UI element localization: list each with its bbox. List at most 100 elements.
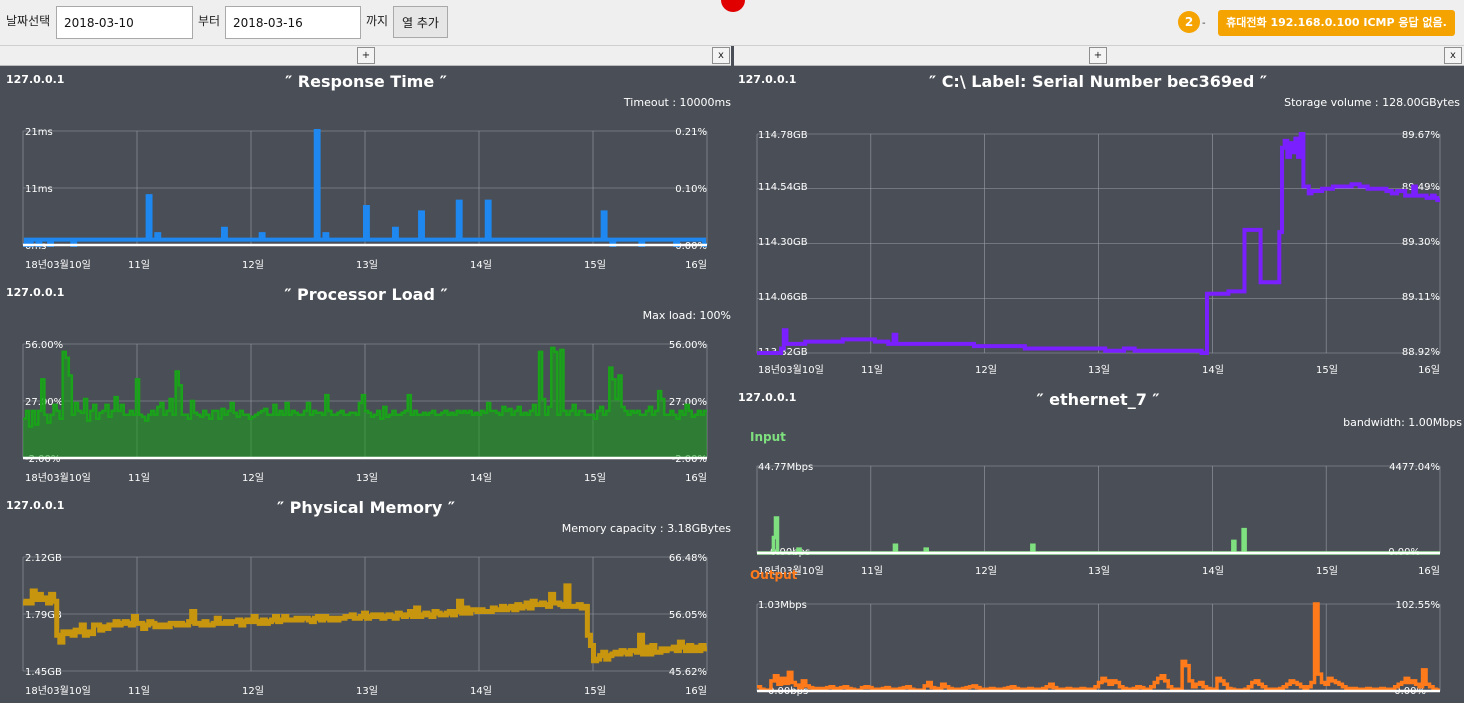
physical-memory-line — [23, 583, 707, 664]
disk-x-labels: 18년03월10일 11일 12일 13일 14일 15일 16일 — [758, 364, 1440, 376]
processor-load-yr-bottom: -2.00% — [672, 454, 707, 465]
disk-title: ″ C:\ Label: Serial Number bec369ed ″ — [929, 72, 1267, 91]
processor-load-line — [23, 346, 707, 428]
network-in-y-top: 44.77Mbps — [758, 462, 813, 473]
add-column-button[interactable]: 열 추가 — [393, 6, 448, 38]
network-output-grid — [756, 603, 1441, 692]
disk-y-2: 114.30GB — [758, 237, 808, 248]
response-time-yr-mid: 0.10% — [675, 184, 707, 195]
processor-load-y-bottom: -2.00% — [25, 454, 60, 465]
x-label: 15일 — [1316, 565, 1338, 577]
from-label: 부터 — [198, 14, 221, 28]
network-host: 127.0.0.1 — [738, 391, 796, 404]
response-time-x-labels: 18년03월10일 11일 12일 13일 14일 15일 16일 — [25, 259, 707, 271]
x-label: 18년03월10일 — [25, 472, 91, 484]
x-label: 12일 — [242, 259, 264, 271]
x-label: 14일 — [1202, 364, 1224, 376]
x-label: 13일 — [1088, 364, 1110, 376]
alert-separator: - — [1202, 18, 1206, 29]
disk-yr-3: 89.11% — [1402, 292, 1440, 303]
x-label: 18년03월10일 — [25, 259, 91, 271]
x-label: 15일 — [584, 259, 606, 271]
x-label: 11일 — [128, 472, 150, 484]
x-label: 11일 — [128, 685, 150, 697]
x-label: 16일 — [1418, 364, 1440, 376]
disk-grid — [756, 133, 1441, 354]
physical-memory-subtitle: Memory capacity : 3.18GBytes — [562, 522, 732, 535]
x-label: 16일 — [685, 259, 707, 271]
physical-memory-y-top: 2.12GB — [25, 553, 62, 564]
until-label: 까지 — [366, 14, 389, 28]
physical-memory-y-bottom: 1.45GB — [25, 667, 62, 678]
physical-memory-x-labels: 18년03월10일 11일 12일 13일 14일 15일 16일 — [25, 685, 707, 697]
x-label: 11일 — [128, 259, 150, 271]
x-label: 16일 — [685, 472, 707, 484]
right-panel-controls: + x — [734, 46, 1464, 66]
x-label: 11일 — [861, 364, 883, 376]
x-label: 11일 — [861, 565, 883, 577]
disk-yr-0: 89.67% — [1402, 130, 1440, 141]
physical-memory-title: ″ Physical Memory ″ — [277, 498, 455, 517]
network-output-line — [757, 602, 1440, 692]
recording-indicator — [721, 0, 745, 12]
date-select-label: 날짜선택 — [6, 14, 51, 28]
response-time-line — [23, 129, 707, 247]
right-close-button[interactable]: x — [1444, 47, 1462, 64]
left-panel-controls: + x — [0, 46, 731, 66]
processor-load-y-top: 56.00% — [25, 340, 63, 351]
x-label: 13일 — [356, 685, 378, 697]
processor-load-x-labels: 18년03월10일 11일 12일 13일 14일 15일 16일 — [25, 472, 707, 484]
x-label: 18년03월10일 — [758, 364, 824, 376]
network-output-label: Output — [750, 568, 798, 582]
x-label: 14일 — [470, 685, 492, 697]
response-time-subtitle: Timeout : 10000ms — [623, 96, 731, 109]
disk-y-0: 114.78GB — [758, 130, 808, 141]
response-time-y-mid: 11ms — [25, 184, 53, 195]
x-label: 12일 — [242, 472, 264, 484]
x-label: 12일 — [242, 685, 264, 697]
x-label: 18년03월10일 — [758, 565, 824, 577]
right-add-button[interactable]: + — [1089, 47, 1107, 64]
x-label: 14일 — [470, 259, 492, 271]
x-label: 14일 — [1202, 565, 1224, 577]
processor-load-yr-mid: 27.00% — [669, 397, 707, 408]
x-label: 18년03월10일 — [25, 685, 91, 697]
alert-count-badge[interactable]: 2 — [1178, 11, 1200, 33]
response-time-yr-top: 0.21% — [675, 127, 707, 138]
x-label: 12일 — [975, 565, 997, 577]
response-time-y-top: 21ms — [25, 127, 53, 138]
x-label: 13일 — [356, 472, 378, 484]
physical-memory-host: 127.0.0.1 — [6, 499, 64, 512]
x-label: 16일 — [1418, 565, 1440, 577]
x-label: 15일 — [1316, 364, 1338, 376]
disk-yr-4: 88.92% — [1402, 347, 1440, 358]
processor-load-title: ″ Processor Load ″ — [284, 285, 447, 304]
response-time-title: ″ Response Time ″ — [285, 72, 447, 91]
disk-line — [757, 132, 1440, 355]
end-date-input[interactable] — [225, 6, 361, 39]
response-time-yr-bottom: 0.00% — [675, 241, 707, 252]
network-x-labels: 18년03월10일 11일 12일 13일 14일 15일 16일 — [758, 565, 1440, 577]
left-add-button[interactable]: + — [357, 47, 375, 64]
network-out-yr-top: 102.55% — [1396, 600, 1441, 611]
response-time-host: 127.0.0.1 — [6, 73, 64, 86]
x-label: 15일 — [584, 685, 606, 697]
x-label: 13일 — [356, 259, 378, 271]
network-subtitle: bandwidth: 1.00Mbps — [1343, 416, 1462, 429]
physical-memory-y-mid: 1.79GB — [25, 610, 62, 621]
physical-memory-yr-top: 66.48% — [669, 553, 707, 564]
left-close-button[interactable]: x — [712, 47, 730, 64]
alert-message[interactable]: 휴대전화 192.168.0.100 ICMP 응답 없음. — [1218, 10, 1455, 36]
network-in-yr-top: 4477.04% — [1389, 462, 1440, 473]
physical-memory-yr-bottom: 45.62% — [669, 667, 707, 678]
start-date-input[interactable] — [56, 6, 193, 39]
processor-load-yr-top: 56.00% — [669, 340, 707, 351]
network-out-y-top: 1.03Mbps — [758, 600, 807, 611]
physical-memory-yr-mid: 56.05% — [669, 610, 707, 621]
network-title: ″ ethernet_7 ″ — [1036, 390, 1159, 409]
x-label: 13일 — [1088, 565, 1110, 577]
disk-yr-2: 89.30% — [1402, 237, 1440, 248]
network-input-grid — [756, 465, 1441, 554]
disk-host: 127.0.0.1 — [738, 73, 796, 86]
